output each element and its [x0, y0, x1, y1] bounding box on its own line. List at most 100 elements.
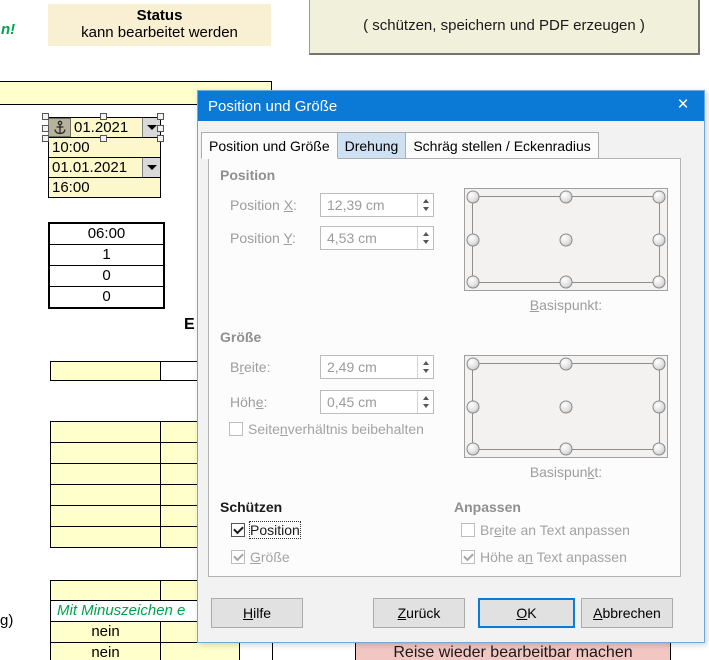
basepoint-label-size: Basispunkt:: [529, 464, 603, 480]
height-field[interactable]: 0,45 cm: [320, 390, 434, 414]
date-dropdown-cell[interactable]: 01.01.2021: [48, 157, 161, 178]
sheet-cell: [51, 443, 161, 463]
position-size-dialog: Position und Größe × Position und Größe …: [197, 90, 705, 643]
spinner[interactable]: [417, 356, 433, 378]
selection-handle[interactable]: [157, 113, 164, 120]
help-button[interactable]: Hilfe: [211, 598, 303, 628]
position-group-heading: Position: [220, 167, 276, 183]
selection-handle[interactable]: [42, 125, 49, 132]
make-editable-label: Reise wieder bearbeitbar machen: [393, 644, 633, 660]
make-editable-button[interactable]: Reise wieder bearbeitbar machen: [355, 643, 671, 660]
anchor-icon: [48, 118, 71, 137]
calc-cell: 0: [50, 265, 163, 286]
basepoint-selector-size[interactable]: [464, 355, 668, 458]
fit-height-checkbox[interactable]: Höhe an Text anpassen: [461, 549, 627, 565]
position-y-field[interactable]: 4,53 cm: [320, 226, 434, 250]
dialog-title: Position und Größe: [208, 97, 338, 115]
selection-handle[interactable]: [157, 125, 164, 132]
selection-handle[interactable]: [42, 113, 49, 120]
keep-ratio-checkbox[interactable]: Seitenverhältnis beibehalten: [229, 421, 424, 437]
sheet-cell: [51, 422, 161, 442]
height-label: Höhe:: [230, 394, 268, 410]
width-label: Breite:: [230, 359, 271, 375]
spin-down-icon: [422, 369, 429, 376]
back-button[interactable]: Zurück: [373, 598, 465, 628]
protect-size-checkbox[interactable]: Größe: [231, 549, 290, 565]
position-y-value: 4,53 cm: [327, 230, 377, 246]
width-field[interactable]: 2,49 cm: [320, 355, 434, 379]
protect-save-pdf-button[interactable]: ( schützen, speichern und PDF erzeugen ): [309, 0, 700, 55]
protect-save-pdf-label: ( schützen, speichern und PDF erzeugen ): [363, 17, 645, 34]
ok-button[interactable]: OK: [478, 598, 575, 628]
tab-position-size[interactable]: Position und Größe: [201, 132, 338, 159]
spin-down-icon: [422, 240, 429, 247]
checkbox-icon: [229, 422, 243, 436]
nein-rows: nein nein: [50, 621, 240, 660]
basepoint-rect: [466, 190, 666, 289]
position-x-value: 12,39 cm: [327, 197, 385, 213]
spinner[interactable]: [417, 194, 433, 216]
partial-left-text: g): [0, 612, 14, 629]
calc-cell: 0: [50, 286, 163, 307]
status-title: Status: [136, 7, 183, 24]
position-y-label: Position Y:: [230, 230, 296, 246]
calc-table: 06:00 1 0 0: [48, 222, 165, 309]
month-dropdown-cell[interactable]: 01.2021: [48, 117, 161, 138]
dropdown-arrow-icon[interactable]: [142, 158, 160, 177]
end-time-value: 16:00: [52, 179, 90, 196]
height-value: 0,45 cm: [327, 394, 377, 410]
sheet-cell: [51, 464, 161, 484]
fit-width-label: Breite an Text anpassen: [480, 522, 630, 538]
tab-slant-corner-radius[interactable]: Schräg stellen / Eckenradius: [406, 132, 599, 159]
basepoint-selector-position[interactable]: [464, 188, 668, 291]
tab-rotation[interactable]: Drehung: [337, 132, 407, 159]
checkbox-checked-icon: [461, 550, 475, 564]
protect-position-checkbox[interactable]: Position: [231, 521, 301, 539]
tab-panel: Position Position X: 12,39 cm Position Y…: [208, 158, 681, 577]
spinner[interactable]: [417, 391, 433, 413]
spin-down-icon: [422, 404, 429, 411]
status-box: Status kann bearbeitet werden: [48, 4, 271, 46]
basepoint-rect: [466, 357, 666, 456]
basepoint-label-position: Basispunkt:: [529, 297, 603, 313]
spin-up-icon: [422, 358, 429, 365]
selection-handle[interactable]: [100, 113, 107, 120]
sheet-cell: [51, 485, 161, 505]
sheet-cell: [161, 643, 239, 660]
spin-down-icon: [422, 207, 429, 214]
tab-strip: Position und Größe Drehung Schräg stelle…: [201, 132, 599, 159]
date-input-column: 01.2021 10:00 01.01.2021 16:00: [48, 117, 161, 198]
end-time-cell[interactable]: 16:00: [48, 177, 161, 198]
spin-up-icon: [422, 393, 429, 400]
width-value: 2,49 cm: [327, 359, 377, 375]
selection-handle[interactable]: [157, 135, 164, 142]
partial-heading: E: [184, 316, 195, 333]
fit-height-label: Höhe an Text anpassen: [480, 549, 627, 565]
selection-handle[interactable]: [42, 135, 49, 142]
checkbox-checked-icon: [231, 523, 245, 537]
nein-cell: nein: [51, 622, 161, 642]
close-icon[interactable]: ×: [677, 94, 689, 115]
fit-width-checkbox[interactable]: Breite an Text anpassen: [461, 522, 630, 538]
spinner[interactable]: [417, 227, 433, 249]
checkbox-checked-icon: [231, 550, 245, 564]
date-dropdown-value: 01.01.2021: [52, 159, 128, 176]
protect-position-label: Position: [249, 521, 301, 539]
position-x-label: Position X:: [230, 197, 297, 213]
position-x-field[interactable]: 12,39 cm: [320, 193, 434, 217]
dropdown-arrow-icon[interactable]: [142, 118, 160, 137]
cancel-button[interactable]: Abbrechen: [581, 598, 673, 628]
calc-cell: 06:00: [50, 224, 163, 244]
sheet-cell: [51, 362, 161, 380]
sheet-cell: [51, 527, 161, 547]
nein-cell: nein: [51, 643, 161, 660]
spin-up-icon: [422, 229, 429, 236]
start-time-value: 10:00: [52, 139, 90, 156]
selection-handle[interactable]: [100, 135, 107, 142]
spin-up-icon: [422, 196, 429, 203]
size-group-heading: Größe: [220, 329, 262, 345]
protect-group-heading: Schützen: [220, 499, 283, 515]
month-dropdown-value: 01.2021: [74, 119, 129, 136]
sheet-note-green: n!: [1, 21, 16, 38]
